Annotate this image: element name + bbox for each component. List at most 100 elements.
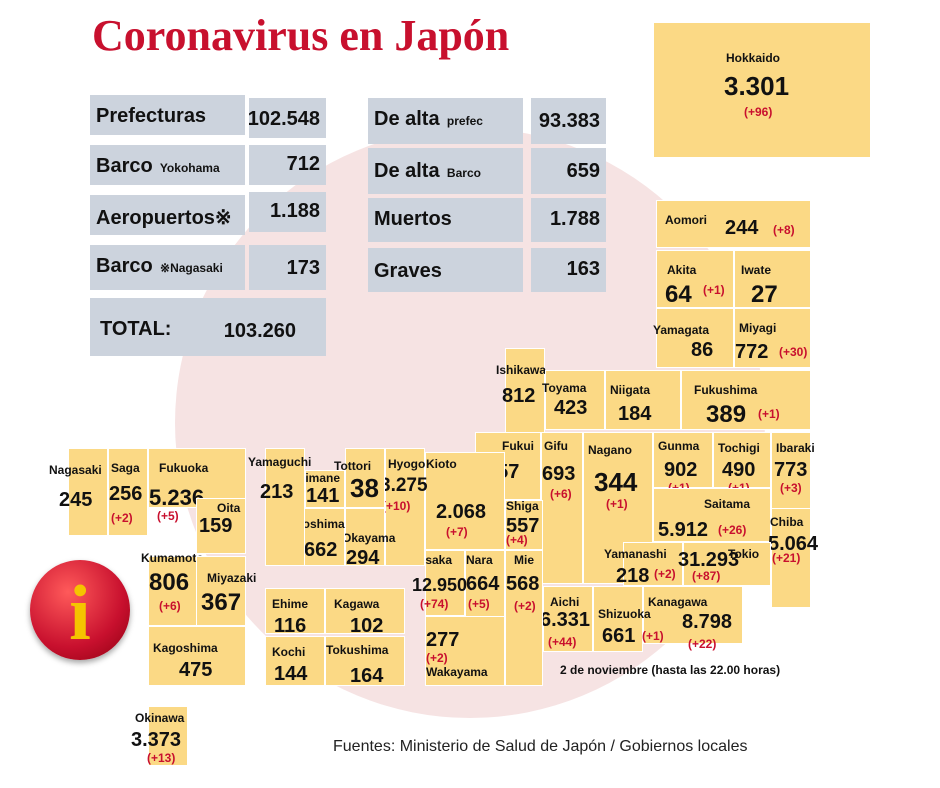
prefecture-shizuoka[interactable]: Shizuoka 661 (+1) — [593, 586, 664, 652]
prefecture-hokkaido[interactable]: Hokkaido 3.301 (+96) — [653, 22, 871, 158]
summary-label: Graves — [374, 260, 442, 283]
prefecture-kioto[interactable]: Kioto 2.068 (+7) — [425, 452, 505, 550]
prefecture-tokio[interactable]: Tokio 31.293 (+87) — [678, 542, 771, 586]
summary-right-de-alta-prefec-value: 93.383 — [531, 98, 606, 144]
prefecture-ehime[interactable]: Ehime 116 — [265, 588, 325, 637]
prefecture-yamaguchi[interactable]: Yamaguchi 213 — [248, 448, 311, 566]
prefecture-kanagawa[interactable]: Kanagawa 8.798 (+22) — [643, 586, 743, 651]
prefecture-yamanashi[interactable]: Yamanashi 218 (+2) — [604, 542, 683, 587]
summary-left-barco-yokohama-value: 712 — [249, 145, 326, 185]
case-count: 662 — [304, 539, 338, 561]
prefecture-niigata[interactable]: Niigata 184 — [605, 370, 681, 430]
prefecture-kochi[interactable]: Kochi 144 — [265, 636, 325, 686]
summary-label: Barco Yokohama — [96, 155, 220, 178]
prefecture-miyagi[interactable]: Miyagi 772 (+30) — [734, 308, 811, 368]
prefecture-name: Kanagawa — [648, 595, 708, 609]
case-count: 116 — [274, 615, 307, 637]
summary-right-de-alta-prefec-label: De alta prefec — [368, 98, 523, 144]
prefecture-aichi[interactable]: Aichi 6.331 (+44) — [540, 586, 593, 652]
prefecture-name: Yamanashi — [604, 547, 667, 561]
prefecture-yamagata[interactable]: Yamagata 86 — [653, 308, 734, 368]
summary-right-de-alta-barco-value: 659 — [531, 148, 606, 194]
prefecture-akita[interactable]: Akita 64 (+1) — [656, 250, 734, 308]
case-count: 5.912 — [658, 519, 709, 541]
new-cases: (+6) — [159, 599, 181, 613]
summary-label-text: De alta — [374, 108, 440, 130]
prefecture-saga[interactable]: Saga 256 (+2) — [108, 448, 148, 536]
prefecture-name: Oita — [217, 501, 241, 515]
prefecture-saitama[interactable]: Saitama 5.912 (+26) — [653, 488, 771, 542]
prefecture-kagoshima[interactable]: Kagoshima 475 — [148, 626, 246, 686]
prefecture-osaka[interactable]: Osaka 12.950 (+74) — [412, 550, 467, 616]
summary-label-text: Barco — [96, 155, 153, 177]
case-count: 218 — [616, 565, 650, 587]
prefecture-name: Niigata — [610, 383, 651, 397]
prefecture-kagawa[interactable]: Kagawa 102 — [325, 588, 405, 637]
prefecture-wakayama[interactable]: Wakayama 277 (+2) — [425, 616, 505, 686]
case-count: 344 — [594, 467, 638, 497]
summary-sublabel: Barco — [443, 166, 481, 180]
prefecture-tottori[interactable]: Tottori 38 — [334, 448, 385, 508]
prefecture-name: Shizuoka — [598, 607, 651, 621]
case-count: 164 — [350, 665, 384, 687]
summary-label: Aeropuertos※ — [96, 205, 232, 230]
prefecture-name: Ishikawa — [496, 363, 547, 377]
prefecture-name: Gunma — [658, 439, 700, 453]
case-count: 902 — [664, 459, 698, 481]
new-cases: (+30) — [779, 345, 808, 359]
case-count: 213 — [260, 481, 294, 503]
prefecture-tokushima[interactable]: Tokushima 164 — [325, 636, 405, 687]
prefecture-name: Kagawa — [334, 597, 380, 611]
prefecture-hyogo[interactable]: Hyogo 3.275 (+10) — [380, 448, 428, 566]
case-count: 12.950 — [412, 575, 468, 595]
summary-left-barco-nagasaki-value: 173 — [249, 245, 326, 290]
prefecture-nagano[interactable]: Nagano 344 (+1) — [583, 432, 653, 584]
prefecture-oita[interactable]: Oita 159 — [196, 498, 246, 554]
prefecture-fukushima[interactable]: Fukushima 389 (+1) — [681, 370, 811, 430]
case-count: 2.068 — [436, 501, 487, 523]
prefecture-name: Miyazaki — [207, 571, 257, 585]
prefecture-ishikawa[interactable]: Ishikawa 812 — [496, 348, 546, 442]
prefecture-miyazaki[interactable]: Miyazaki 367 — [196, 556, 256, 626]
new-cases: (+7) — [446, 525, 468, 539]
prefecture-mie[interactable]: Mie 568 (+2) — [505, 550, 543, 686]
prefecture-ibaraki[interactable]: Ibaraki 773 (+3) — [771, 432, 815, 512]
prefecture-name: Chiba — [770, 515, 804, 529]
prefecture-name: Tochigi — [718, 441, 760, 455]
case-count: 773 — [774, 459, 808, 481]
summary-value: 1.188 — [269, 200, 320, 222]
prefecture-chiba[interactable]: Chiba 5.064 (+21) — [768, 508, 818, 608]
case-count: 38 — [350, 473, 379, 503]
summary-label: Barco ※Nagasaki — [96, 255, 223, 278]
case-count: 664 — [466, 573, 500, 595]
prefecture-shimane[interactable]: Shimane 141 — [290, 470, 345, 508]
new-cases: (+87) — [692, 569, 721, 583]
summary-value: 102.548 — [247, 108, 320, 130]
new-cases: (+1) — [642, 629, 664, 643]
prefecture-iwate[interactable]: Iwate 27 — [734, 250, 811, 308]
prefecture-aomori[interactable]: Aomori 244 (+8) — [656, 200, 811, 248]
prefecture-name: Toyama — [542, 381, 587, 395]
prefecture-name: Nara — [466, 553, 493, 567]
case-count: 490 — [722, 459, 756, 481]
summary-left-barco-yokohama-label: Barco Yokohama — [90, 145, 245, 185]
prefecture-okayama[interactable]: Okayama 294 — [342, 508, 395, 569]
prefecture-toyama[interactable]: Toyama 423 — [542, 370, 605, 430]
prefecture-okinawa[interactable]: Okinawa 3.373 (+13) — [131, 706, 188, 766]
summary-label-text: Prefecturas — [96, 105, 207, 127]
prefecture-nagasaki[interactable]: Nagasaki 245 — [49, 448, 108, 536]
prefecture-name: Saitama — [704, 497, 751, 511]
summary-label-text: Aeropuertos※ — [96, 207, 232, 229]
summary-right-de-alta-barco-label: De alta Barco — [368, 148, 523, 194]
case-count: 812 — [502, 385, 536, 407]
case-count: 475 — [179, 659, 213, 681]
summary-value: 659 — [566, 160, 600, 182]
date-note: 2 de noviembre (hasta las 22.00 horas) — [560, 663, 781, 677]
new-cases: (+10) — [382, 499, 411, 513]
prefecture-gifu[interactable]: Gifu 693 (+6) — [541, 432, 583, 584]
prefecture-shiga[interactable]: Shiga 557 (+4) — [505, 499, 543, 550]
summary-left-aeropuertos-label: Aeropuertos※ — [90, 195, 245, 235]
new-cases: (+1) — [606, 497, 628, 511]
